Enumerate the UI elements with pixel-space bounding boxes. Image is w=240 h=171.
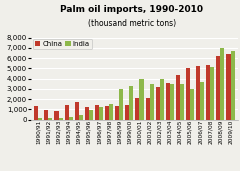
Bar (176, 75, 180, 120)
Bar (227, 54, 230, 120)
Bar (180, 84, 184, 120)
Bar (139, 79, 144, 120)
Bar (69, 117, 73, 120)
Bar (105, 106, 109, 120)
Bar (89, 110, 93, 120)
Bar (109, 104, 113, 120)
Bar (135, 98, 139, 120)
Bar (65, 105, 69, 120)
Text: (thousand metric tons): (thousand metric tons) (88, 19, 176, 28)
Bar (145, 98, 150, 120)
Bar (79, 115, 83, 120)
Bar (99, 107, 103, 120)
Bar (119, 89, 123, 120)
Bar (95, 105, 99, 120)
Bar (59, 118, 63, 120)
Bar (206, 65, 210, 120)
Bar (34, 106, 38, 120)
Bar (38, 118, 42, 120)
Bar (210, 67, 214, 120)
Bar (186, 68, 190, 120)
Bar (170, 84, 174, 120)
Bar (220, 48, 224, 120)
Bar (156, 87, 160, 120)
Bar (160, 79, 164, 120)
Bar (200, 82, 204, 120)
Bar (85, 107, 89, 120)
Bar (75, 102, 79, 120)
Bar (54, 111, 59, 120)
Bar (44, 110, 48, 120)
Text: Palm oil imports, 1990-2010: Palm oil imports, 1990-2010 (60, 5, 204, 14)
Bar (230, 51, 234, 120)
Bar (196, 66, 200, 120)
Legend: China, India: China, India (33, 39, 92, 49)
Bar (48, 118, 53, 120)
Bar (216, 56, 220, 120)
Bar (166, 83, 170, 120)
Bar (190, 89, 194, 120)
Bar (150, 84, 154, 120)
Bar (115, 106, 119, 120)
Bar (125, 105, 129, 120)
Bar (129, 86, 133, 120)
